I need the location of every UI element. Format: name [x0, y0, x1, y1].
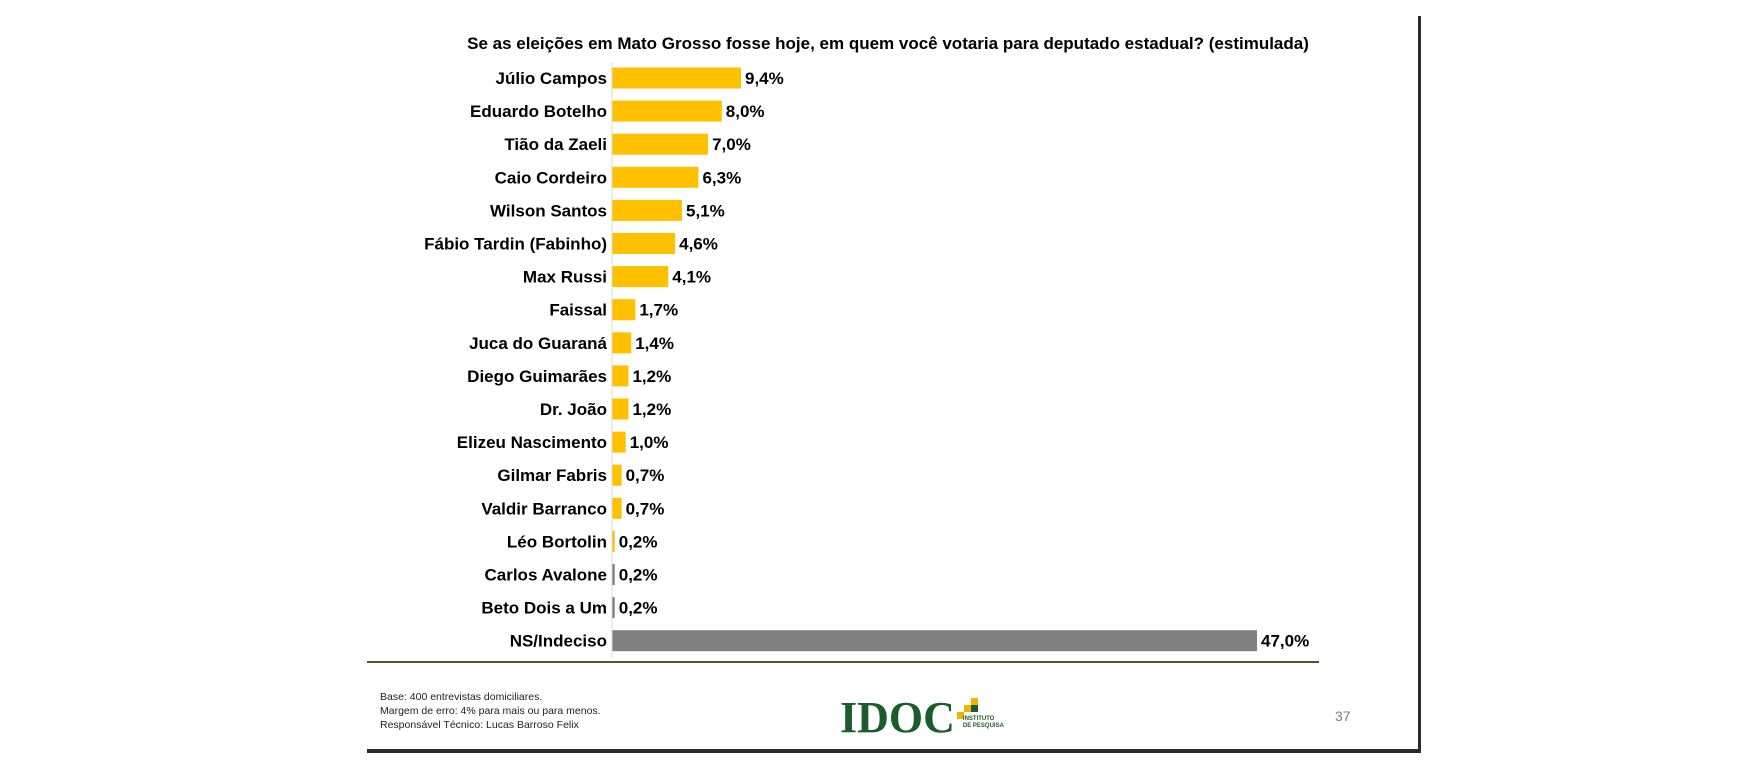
- bar: [612, 564, 615, 585]
- data-label: 1,2%: [632, 400, 671, 419]
- bar: [612, 464, 622, 486]
- data-label: 4,6%: [679, 235, 718, 254]
- data-label: 1,2%: [632, 367, 671, 386]
- category-label: Tião da Zaeli: [504, 135, 607, 154]
- category-label: Wilson Santos: [490, 201, 607, 220]
- bar: [612, 398, 629, 420]
- data-label: 47,0%: [1261, 632, 1309, 651]
- data-label: 8,0%: [726, 102, 765, 121]
- data-label: 1,4%: [635, 334, 674, 353]
- category-label: NS/Indeciso: [510, 632, 607, 651]
- category-label: Fábio Tardin (Fabinho): [424, 235, 607, 254]
- bar: [612, 497, 622, 519]
- page-number: 37: [1335, 708, 1351, 724]
- data-label: 1,7%: [639, 301, 678, 320]
- slide-border-bottom: [367, 749, 1421, 753]
- category-label: Eduardo Botelho: [470, 102, 607, 121]
- category-label: Léo Bortolin: [507, 532, 607, 551]
- bar: [612, 67, 741, 89]
- data-label: 0,2%: [619, 532, 658, 551]
- data-label: 4,1%: [672, 268, 711, 287]
- footer-divider: [367, 661, 1319, 663]
- footnotes: Base: 400 entrevistas domiciliares. Marg…: [380, 690, 601, 732]
- data-label: 0,2%: [619, 599, 658, 618]
- chart-title: Se as eleições em Mato Grosso fosse hoje…: [467, 34, 1309, 53]
- bar: [612, 365, 629, 387]
- category-label: Caio Cordeiro: [495, 168, 607, 187]
- data-label: 9,4%: [745, 69, 784, 88]
- bar: [612, 597, 615, 619]
- category-label: Valdir Barranco: [481, 499, 607, 518]
- bar: [612, 199, 682, 221]
- idoc-logo: IDOC INSTITUTO DE PESQUISA: [840, 690, 1004, 742]
- data-label: 0,7%: [626, 466, 665, 485]
- category-label: Elizeu Nascimento: [457, 433, 607, 452]
- category-label: Juca do Guaraná: [469, 334, 607, 353]
- bar: [612, 100, 722, 122]
- bar: [612, 630, 1257, 652]
- bar: [612, 299, 636, 321]
- category-label: Dr. João: [540, 400, 607, 419]
- category-label: Beto Dois a Um: [481, 599, 607, 618]
- footnote-margin: Margem de erro: 4% para mais ou para men…: [380, 705, 601, 717]
- bar: [612, 530, 615, 552]
- bar: [612, 431, 626, 453]
- category-label: Diego Guimarães: [467, 367, 607, 386]
- data-label: 7,0%: [712, 135, 751, 154]
- category-label: Júlio Campos: [496, 69, 607, 88]
- bar: [612, 332, 632, 354]
- data-label: 6,3%: [702, 168, 741, 187]
- footnote-base: Base: 400 entrevistas domiciliares.: [380, 691, 543, 703]
- logo-wordmark: IDOC: [840, 693, 955, 742]
- data-label: 1,0%: [630, 433, 669, 452]
- bar: [612, 166, 699, 188]
- data-label: 0,2%: [619, 566, 658, 585]
- category-label: Faissal: [549, 301, 607, 320]
- data-label: 0,7%: [626, 499, 665, 518]
- bar: [612, 133, 709, 155]
- category-label: Max Russi: [523, 268, 607, 287]
- logo-subtitle: INSTITUTO DE PESQUISA: [962, 716, 1004, 729]
- slide-border-right: [1418, 16, 1421, 753]
- footnote-responsible: Responsável Técnico: Lucas Barroso Felix: [380, 719, 579, 731]
- data-label: 5,1%: [686, 201, 725, 220]
- bar: [612, 266, 669, 288]
- category-label: Carlos Avalone: [484, 566, 607, 585]
- bars-group: Júlio Campos 9,4% Eduardo Botelho 8,0% Tião …: [424, 67, 1309, 652]
- bar: [612, 233, 676, 254]
- logo-squares-icon: INSTITUTO DE PESQUISA: [956, 698, 1004, 738]
- category-label: Gilmar Fabris: [497, 466, 607, 485]
